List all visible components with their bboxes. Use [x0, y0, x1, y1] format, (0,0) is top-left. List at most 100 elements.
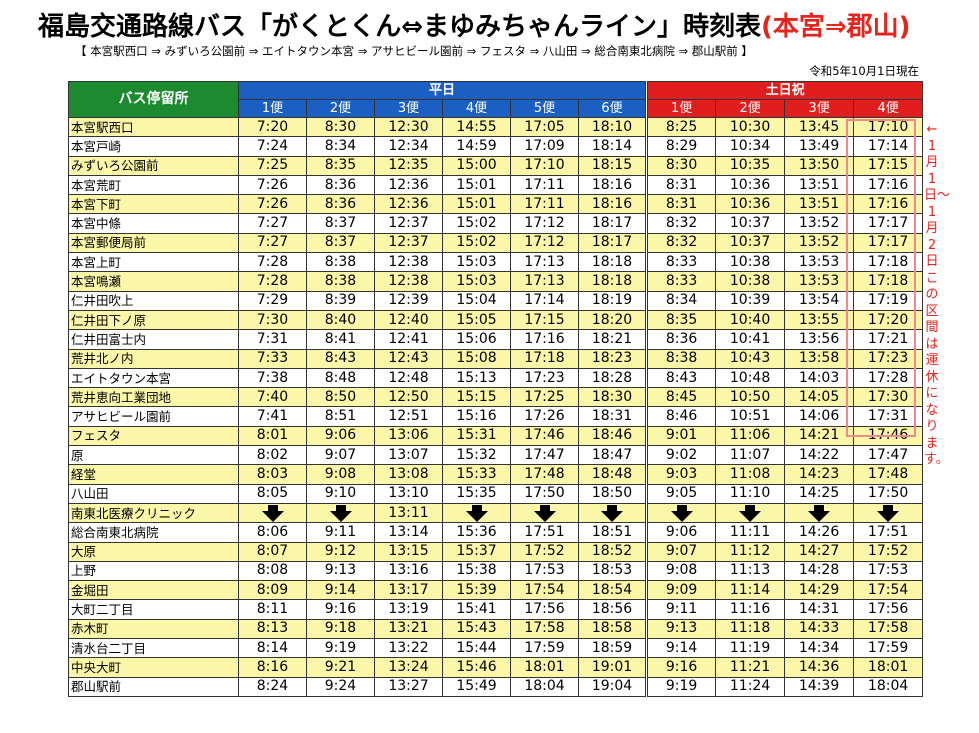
departure-time: 13:10 — [374, 483, 443, 504]
departure-time: 17:52 — [853, 541, 924, 562]
departure-time: 14:55 — [442, 116, 511, 138]
table-row: 本宮郵便局前 7:27 8:37 12:37 15:02 17:12 18:17 8:32 10… — [68, 232, 924, 254]
departure-time: 14:21 — [784, 425, 855, 447]
departure-time: 17:15 — [510, 309, 579, 331]
stop-name: 大町二丁目 — [68, 599, 239, 620]
departure-time: 15:01 — [442, 194, 511, 215]
departure-time: 7:30 — [238, 309, 307, 331]
departure-time: 17:05 — [510, 116, 579, 138]
departure-time: 14:28 — [784, 560, 855, 582]
departure-time: 9:01 — [645, 425, 717, 447]
departure-time: 11:11 — [715, 522, 786, 543]
departure-time: 12:37 — [374, 213, 443, 234]
departure-time: 14:59 — [442, 136, 511, 157]
departure-time: 15:02 — [442, 213, 511, 234]
departure-time: 15:31 — [442, 425, 511, 447]
departure-time: 15:44 — [442, 638, 511, 659]
departure-time: 17:18 — [853, 252, 924, 273]
departure-time: 18:21 — [577, 329, 648, 350]
departure-time: 15:39 — [442, 580, 511, 601]
table-row: フェスタ 8:01 9:06 13:06 15:31 17:46 18:46 9:01 11:0… — [68, 425, 924, 447]
table-row: 中央大町 8:16 9:21 13:24 15:46 18:01 19:01 9:16 11:2… — [68, 657, 924, 678]
departure-time: 18:04 — [510, 676, 579, 697]
departure-time: 8:14 — [238, 638, 307, 659]
departure-time: 15:36 — [442, 522, 511, 543]
departure-time: 8:03 — [238, 464, 307, 485]
departure-time: 8:45 — [645, 387, 717, 408]
table-row: 清水台二丁目 8:14 9:19 13:22 15:44 17:59 18:59 9:14 11… — [68, 638, 924, 659]
closure-note: ←1月1日〜1月2日この区間は運休になります。 — [924, 122, 951, 467]
departure-time: 8:36 — [306, 194, 375, 215]
stop-name: 清水台二丁目 — [68, 638, 239, 659]
departure-time: 14:33 — [784, 618, 855, 640]
departure-time: 11:16 — [715, 599, 786, 620]
departure-time: 19:01 — [577, 657, 648, 678]
stop-name: 荒井北ノ内 — [68, 348, 239, 369]
departure-time: 7:25 — [238, 155, 307, 176]
departure-time: 11:21 — [715, 657, 786, 678]
stop-name: 南東北医療クリニック — [68, 502, 239, 524]
weekend-header: 土日祝 — [645, 81, 924, 100]
departure-time: 17:13 — [510, 252, 579, 273]
departure-time: 15:02 — [442, 232, 511, 254]
departure-time: 14:05 — [784, 387, 855, 408]
weekday-trip-header: 4便 — [442, 99, 511, 118]
title-direction: (本宮⇒郡山) — [761, 12, 911, 42]
departure-time: 14:26 — [784, 522, 855, 543]
departure-time: 17:15 — [853, 155, 924, 176]
departure-time: 14:31 — [784, 599, 855, 620]
table-row: 大町二丁目 8:11 9:16 13:19 15:41 17:56 18:56 9:11 11:… — [68, 599, 924, 620]
table-row: 本宮上町 7:28 8:38 12:38 15:03 17:13 18:18 8:33 10:3… — [68, 252, 924, 273]
departure-time: 8:36 — [306, 174, 375, 196]
departure-time: 11:10 — [715, 483, 786, 504]
stop-name: 原 — [68, 445, 239, 466]
departure-time: 13:17 — [374, 580, 443, 601]
stop-name: 本宮郵便局前 — [68, 232, 239, 254]
departure-time: 11:18 — [715, 618, 786, 640]
table-row: 仁井田富士内 7:31 8:41 12:41 15:06 17:16 18:21 8:36 10… — [68, 329, 924, 350]
departure-time: 17:51 — [853, 522, 924, 543]
departure-time: 14:27 — [784, 541, 855, 562]
departure-time: 12:41 — [374, 329, 443, 350]
departure-time: 8:34 — [306, 136, 375, 157]
departure-time: 8:35 — [645, 309, 717, 331]
departure-time: 12:36 — [374, 174, 443, 196]
stop-name: 上野 — [68, 560, 239, 582]
departure-time: 7:20 — [238, 116, 307, 138]
departure-time: 18:17 — [577, 232, 648, 254]
down-arrow-icon — [533, 504, 556, 522]
departure-time: 8:08 — [238, 560, 307, 582]
departure-time: 13:19 — [374, 599, 443, 620]
departure-time: 18:01 — [853, 657, 924, 678]
departure-time: 9:13 — [645, 618, 717, 640]
departure-time: 17:12 — [510, 232, 579, 254]
departure-time: 9:06 — [645, 522, 717, 543]
table-row: 経堂 8:03 9:08 13:08 15:33 17:48 18:48 9:03 11:08 1… — [68, 464, 924, 485]
departure-time: 15:01 — [442, 174, 511, 196]
departure-time: 9:08 — [306, 464, 375, 485]
stop-name: 本宮中條 — [68, 213, 239, 234]
departure-time: 17:23 — [510, 367, 579, 389]
departure-time: 7:24 — [238, 136, 307, 157]
pass-through-arrow-icon — [715, 502, 786, 524]
departure-time: 18:53 — [577, 560, 648, 582]
departure-time: 17:20 — [853, 309, 924, 331]
departure-time: 18:31 — [577, 406, 648, 427]
departure-time: 8:06 — [238, 522, 307, 543]
departure-time: 17:56 — [853, 599, 924, 620]
table-row: 本宮下町 7:26 8:36 12:36 15:01 17:11 18:16 8:31 10:3… — [68, 194, 924, 215]
table-row: 本宮荒町 7:26 8:36 12:36 15:01 17:11 18:16 8:31 10:3… — [68, 174, 924, 196]
departure-time: 17:16 — [853, 194, 924, 215]
departure-time: 8:37 — [306, 213, 375, 234]
departure-time: 15:43 — [442, 618, 511, 640]
departure-time: 8:37 — [306, 232, 375, 254]
stop-name: 本宮上町 — [68, 252, 239, 273]
departure-time: 17:17 — [853, 213, 924, 234]
departure-time: 8:11 — [238, 599, 307, 620]
stop-name: 本宮鳴瀬 — [68, 271, 239, 292]
departure-time: 14:29 — [784, 580, 855, 601]
table-row: エイトタウン本宮 7:38 8:48 12:48 15:13 17:23 18:28 8:43… — [68, 367, 924, 389]
departure-time: 18:52 — [577, 541, 648, 562]
departure-time: 12:34 — [374, 136, 443, 157]
departure-time: 18:14 — [577, 136, 648, 157]
